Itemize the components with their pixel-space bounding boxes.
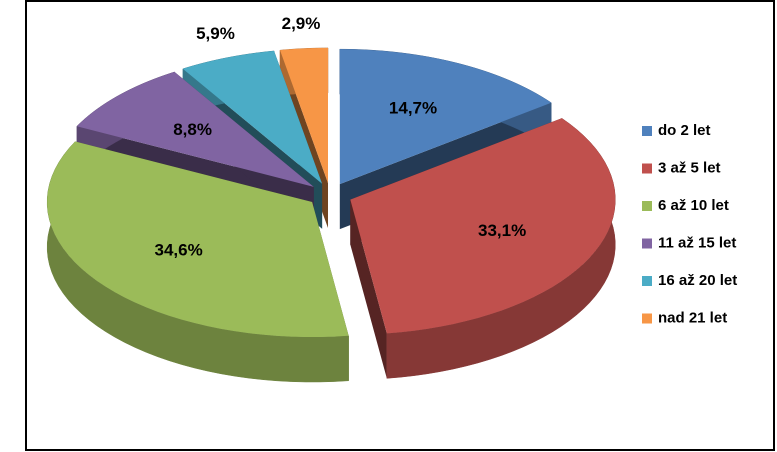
pie-slice xyxy=(47,141,349,338)
data-label: 5,9% xyxy=(196,24,235,43)
slice-wall xyxy=(386,117,616,379)
legend-label: 11 až 15 let xyxy=(658,234,736,251)
pie-slice xyxy=(350,118,616,334)
legend-swatch xyxy=(642,126,652,136)
legend-swatch xyxy=(642,238,652,249)
data-label: 8,8% xyxy=(173,120,212,139)
legend-swatch xyxy=(642,276,652,286)
data-label: 14,7% xyxy=(389,99,437,118)
data-label: 33,1% xyxy=(478,221,526,240)
pie-slice xyxy=(182,50,323,184)
pie-tops xyxy=(47,47,616,338)
legend-label: 6 až 10 let xyxy=(658,197,729,214)
slice-side xyxy=(350,199,387,379)
legend: do 2 let 3 až 5 let 6 až 10 let 11 až 15 le… xyxy=(642,122,737,326)
pie-slice xyxy=(279,47,328,183)
legend-swatch xyxy=(642,201,652,211)
legend-label: do 2 let xyxy=(658,122,711,139)
legend-swatch xyxy=(642,313,652,324)
legend-swatch xyxy=(642,163,652,174)
pie-slice xyxy=(339,49,552,185)
legend-label: nad 21 let xyxy=(658,309,727,326)
pie-slice xyxy=(76,71,314,187)
legend-label: 16 až 20 let xyxy=(658,272,737,289)
data-label: 2,9% xyxy=(282,14,321,33)
data-label: 34,6% xyxy=(154,240,202,259)
data-labels: 14,7% 33,1% 34,6% 8,8% 5,9% 2,9% xyxy=(154,14,526,259)
legend-label: 3 až 5 let xyxy=(658,159,721,176)
